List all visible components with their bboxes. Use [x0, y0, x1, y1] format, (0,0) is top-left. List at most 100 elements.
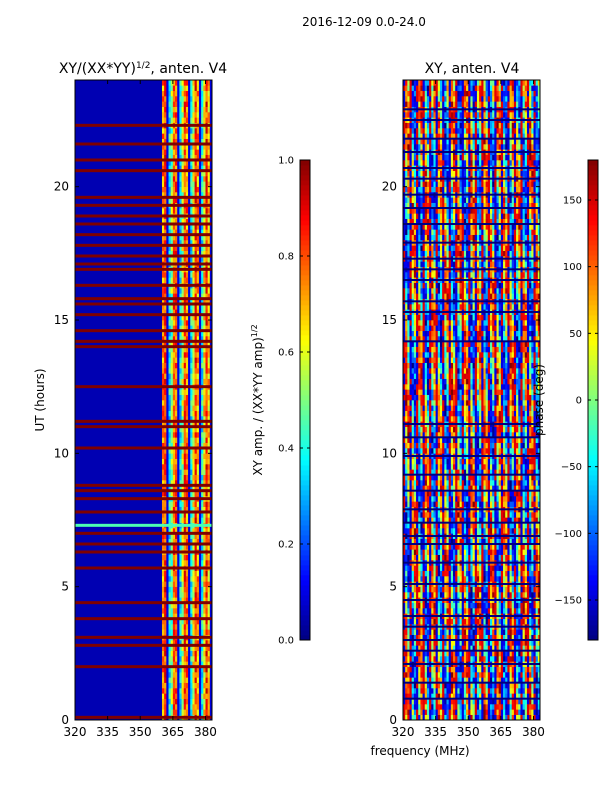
phase-cell — [423, 592, 425, 598]
amplitude-cell — [203, 112, 205, 118]
phase-cell — [468, 629, 470, 635]
phase-cell — [488, 549, 490, 555]
phase-cell — [527, 587, 529, 593]
amplitude-cell — [182, 96, 184, 102]
amplitude-cell — [179, 107, 181, 113]
amplitude-cell — [171, 699, 173, 705]
amplitude-cell — [175, 176, 177, 182]
amplitude-cell — [201, 709, 203, 715]
amplitude-cell — [186, 149, 188, 155]
phase-cell — [423, 608, 425, 614]
amplitude-cell — [179, 555, 181, 561]
amplitude-cell — [190, 128, 192, 134]
amplitude-cell — [186, 560, 188, 566]
amplitude-cell — [199, 176, 201, 182]
amplitude-cell — [184, 395, 186, 401]
amplitude-cell — [173, 379, 175, 385]
phase-cell — [494, 571, 496, 577]
phase-cell — [475, 549, 477, 555]
phase-cell — [516, 704, 518, 710]
amplitude-cell — [190, 288, 192, 294]
amplitude-cell — [186, 352, 188, 358]
phase-cell — [418, 667, 420, 673]
phase-cell — [533, 549, 535, 555]
phase-cell — [516, 715, 518, 721]
amplitude-cell — [190, 555, 192, 561]
phase-cell — [444, 656, 446, 662]
amplitude-cell — [184, 672, 186, 678]
phase-cell — [499, 592, 501, 598]
phase-cell — [460, 571, 462, 577]
amplitude-cell — [182, 517, 184, 523]
phase-cell — [433, 709, 435, 715]
phase-cell — [449, 672, 451, 678]
phase-cell — [466, 709, 468, 715]
phase-cell — [520, 709, 522, 715]
amplitude-colorbar-segment — [300, 440, 310, 445]
amplitude-cell — [190, 453, 192, 459]
amplitude-cell — [186, 107, 188, 113]
amplitude-cell — [190, 133, 192, 139]
amplitude-cell — [175, 107, 177, 113]
phase-cell — [483, 667, 485, 673]
phase-cell — [536, 608, 538, 614]
phase-cell — [477, 571, 479, 577]
amplitude-cell — [208, 85, 210, 91]
amplitude-flag-row — [75, 425, 212, 428]
phase-cell — [479, 667, 481, 673]
phase-cell — [512, 565, 514, 571]
amplitude-cell — [195, 608, 197, 614]
amplitude-cell — [162, 389, 164, 395]
amplitude-cell — [195, 405, 197, 411]
phase-cell — [436, 656, 438, 662]
phase-cell — [527, 571, 529, 577]
amplitude-cell — [164, 688, 166, 694]
phase-cell — [488, 715, 490, 721]
amplitude-cell — [175, 411, 177, 417]
phase-cell — [536, 565, 538, 571]
amplitude-colorbar-segment — [300, 475, 310, 480]
phase-cell — [510, 629, 512, 635]
phase-cell — [501, 571, 503, 577]
phase-cell — [529, 704, 531, 710]
amplitude-cell — [175, 453, 177, 459]
phase-cell — [444, 715, 446, 721]
amplitude-cell — [192, 389, 194, 395]
phase-cell — [497, 571, 499, 577]
amplitude-cell — [173, 389, 175, 395]
amplitude-cell — [203, 581, 205, 587]
phase-cell — [431, 549, 433, 555]
amplitude-cell — [162, 629, 164, 635]
amplitude-cell — [205, 288, 207, 294]
phase-cell — [531, 688, 533, 694]
amplitude-cell — [197, 587, 199, 593]
phase-cell — [488, 672, 490, 678]
phase-cell — [451, 619, 453, 625]
phase-cell — [416, 603, 418, 609]
phase-cell — [505, 672, 507, 678]
amplitude-cell — [188, 101, 190, 107]
amplitude-title-tail: , anten. V4 — [150, 61, 227, 77]
amplitude-cell — [192, 176, 194, 182]
phase-cell — [468, 555, 470, 561]
amplitude-cell — [179, 587, 181, 593]
phase-cell — [531, 592, 533, 598]
phase-cell — [462, 571, 464, 577]
phase-cell — [436, 571, 438, 577]
phase-cell — [405, 587, 407, 593]
amplitude-cell — [169, 656, 171, 662]
amplitude-cell — [208, 459, 210, 465]
phase-cell — [479, 629, 481, 635]
amplitude-colorbar-segment — [300, 175, 310, 180]
phase-cell — [438, 688, 440, 694]
amplitude-colorbar-segment — [300, 425, 310, 430]
amplitude-cell — [162, 464, 164, 470]
amplitude-cell — [205, 656, 207, 662]
amplitude-cell — [188, 555, 190, 561]
amplitude-cell — [171, 363, 173, 369]
phase-cell — [507, 688, 509, 694]
amplitude-cell — [164, 272, 166, 278]
phase-cell — [416, 715, 418, 721]
amplitude-cell — [175, 629, 177, 635]
phase-cell — [451, 571, 453, 577]
